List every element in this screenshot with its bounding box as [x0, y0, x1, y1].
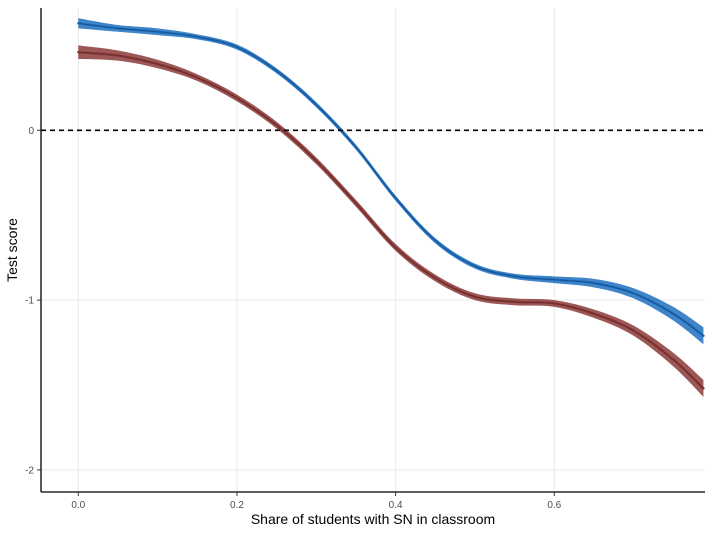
series-layer	[77, 18, 705, 397]
series-line-1	[77, 22, 705, 337]
series-centerline-2	[78, 51, 704, 389]
axes	[37, 8, 705, 496]
confidence-band-2	[78, 45, 704, 397]
x-tick-label: 0.4	[389, 500, 403, 511]
x-tick-label: 0.2	[230, 500, 244, 511]
tick-labels: 0.0 0.2 0.4 0.6 0 -1 -2	[25, 126, 562, 511]
y-tick-label: -2	[25, 465, 34, 476]
x-tick-label: 0.0	[71, 500, 85, 511]
series-centerline-1	[78, 22, 704, 337]
y-tick-label: 0	[28, 126, 34, 137]
grid	[41, 8, 705, 492]
y-tick-label: -1	[25, 296, 34, 307]
x-axis-title: Share of students with SN in classroom	[251, 511, 495, 527]
series-line-2	[77, 50, 705, 390]
x-tick-label: 0.6	[547, 500, 561, 511]
y-axis-title: Test score	[4, 218, 20, 282]
